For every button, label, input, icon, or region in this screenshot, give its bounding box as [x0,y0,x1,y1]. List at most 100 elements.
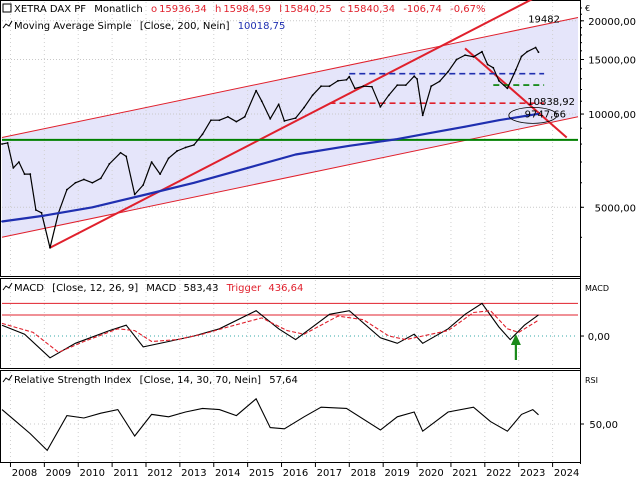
change-value: -106,74 [403,4,442,15]
macd-series [1,302,539,359]
arrow-head [510,334,521,345]
macd-tick-label: 0,00 [588,332,610,343]
price-point [82,178,85,181]
price-point [260,100,263,103]
instrument-name: XETRA DAX PF [14,4,86,15]
price-point [348,144,351,147]
macd-up-arrow [510,334,521,360]
macd-panel-title: MACD [585,284,609,293]
x-tick-label: 2022 [486,468,511,479]
price-point [142,184,145,186]
price-point [246,167,249,169]
currency-label: € [585,4,590,13]
price-legend: XETRA DAX PF Monatlich o 15936,34 h 15984,… [2,3,486,32]
macd-name: MACD [14,283,44,294]
x-tick-label: 2015 [249,468,274,479]
price-point [294,117,297,120]
trigger-label: Trigger [226,283,262,294]
price-point [337,79,339,82]
price-point [283,120,286,122]
price-point [537,112,540,115]
price-point [520,55,523,58]
rsi-tick-label: 50,00 [589,420,618,431]
x-tick-label: 2016 [283,468,308,479]
price-point [49,246,51,249]
price-point [18,161,20,163]
rsi-y-axis: 50,00 [580,420,618,431]
price-point [119,151,122,154]
ma-name: Moving Average Simple [14,21,132,32]
x-tick-label: 2017 [317,468,342,479]
x-tick-label: 2009 [46,468,71,479]
price-point [416,78,418,80]
rsi-legend-text: Relative Strength Index [Close, 14, 30, … [14,375,298,386]
change-percent: -0,67% [450,4,485,15]
price-point [537,51,540,54]
price-point [387,94,390,97]
price-point [235,120,238,123]
macd-legend: MACD [Close, 12, 26, 9] MACD 583,43 Trig… [2,282,303,294]
price-point [91,181,94,184]
price-point [303,106,306,109]
macd-value: 583,43 [183,283,218,294]
price-annotation-label: 19482 [528,14,560,25]
macd-series-line [1,302,539,359]
price-point [396,84,399,87]
close-value: 15840,34 [347,4,395,15]
price-point [396,138,399,141]
price-point [362,85,365,88]
macd-label: MACD [146,283,176,294]
price-trend-line [49,0,533,249]
macd-y-axis: 0,00 [580,332,610,343]
price-point [404,84,407,87]
price-point [40,211,43,214]
trigger-value: 436,64 [268,283,303,294]
price-point [514,68,517,71]
price-point [184,146,187,149]
price-point [74,181,77,184]
x-tick-label: 2010 [80,468,105,479]
price-point [255,89,258,92]
price-point [12,167,15,169]
price-point [210,119,212,122]
price-point [534,46,537,49]
price-point [413,75,416,78]
price-point [294,153,297,156]
price-annotation-label: 10838,92 [527,97,575,108]
price-point [472,55,475,58]
x-tick-label: 2024 [554,468,579,479]
ma-value: 10018,75 [238,21,286,32]
x-tick-label: 2019 [384,468,409,479]
price-point [150,161,153,163]
price-drawn-lines [1,0,579,249]
price-point [176,150,178,152]
price-point [354,87,356,90]
price-point [455,58,458,61]
price-point [320,85,322,88]
price-point [370,85,373,88]
macd-params: [Close, 12, 26, 9] [52,283,138,294]
period-label: Monatlich [94,4,143,15]
price-channel-line [1,16,579,138]
price-point [125,155,128,158]
price-legend-line-2: Moving Average Simple [Close, 200, Nein]… [14,21,285,32]
x-tick-label: 2012 [147,468,172,479]
price-point [218,119,221,122]
price-point [311,94,314,97]
rsi-series [1,397,539,452]
price-point [133,193,136,196]
price-point [34,209,37,211]
x-tick-label: 2014 [215,468,240,479]
rsi-series-line [1,397,539,452]
x-tick-label: 2011 [113,468,138,479]
price-point [66,188,68,191]
price-point [430,85,433,88]
price-point [1,143,3,145]
low-value: 15840,25 [284,4,332,15]
macd-series-line [1,310,539,353]
price-point [201,133,204,136]
rsi-params: [Close, 14, 30, 70, Nein] [140,375,261,386]
price-point [193,181,195,184]
rsi-name: Relative Strength Index [14,375,132,386]
